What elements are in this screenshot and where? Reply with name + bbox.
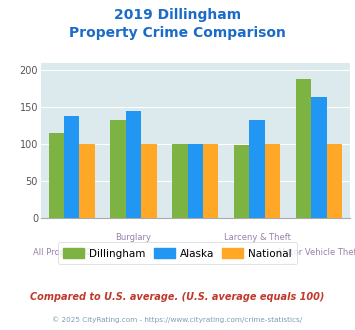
Bar xyxy=(311,97,327,218)
Text: Motor Vehicle Theft: Motor Vehicle Theft xyxy=(278,248,355,257)
Bar xyxy=(249,119,265,218)
Text: Arson: Arson xyxy=(183,248,207,257)
Text: © 2025 CityRating.com - https://www.cityrating.com/crime-statistics/: © 2025 CityRating.com - https://www.city… xyxy=(53,317,302,323)
Bar xyxy=(80,144,95,218)
Text: Larceny & Theft: Larceny & Theft xyxy=(224,233,290,242)
Bar xyxy=(126,112,141,218)
Bar xyxy=(64,116,80,218)
Text: All Property Crime: All Property Crime xyxy=(33,248,110,257)
Bar xyxy=(265,144,280,218)
Text: 2019 Dillingham: 2019 Dillingham xyxy=(114,8,241,22)
Bar xyxy=(203,144,218,218)
Bar xyxy=(327,144,342,218)
Bar xyxy=(141,144,157,218)
Bar xyxy=(172,144,187,218)
Text: Property Crime Comparison: Property Crime Comparison xyxy=(69,26,286,40)
Legend: Dillingham, Alaska, National: Dillingham, Alaska, National xyxy=(58,243,297,264)
Text: Burglary: Burglary xyxy=(115,233,152,242)
Bar xyxy=(49,133,64,218)
Bar xyxy=(234,145,249,218)
Bar xyxy=(296,79,311,218)
Bar xyxy=(187,144,203,218)
Text: Compared to U.S. average. (U.S. average equals 100): Compared to U.S. average. (U.S. average … xyxy=(30,292,325,302)
Bar xyxy=(110,119,126,218)
